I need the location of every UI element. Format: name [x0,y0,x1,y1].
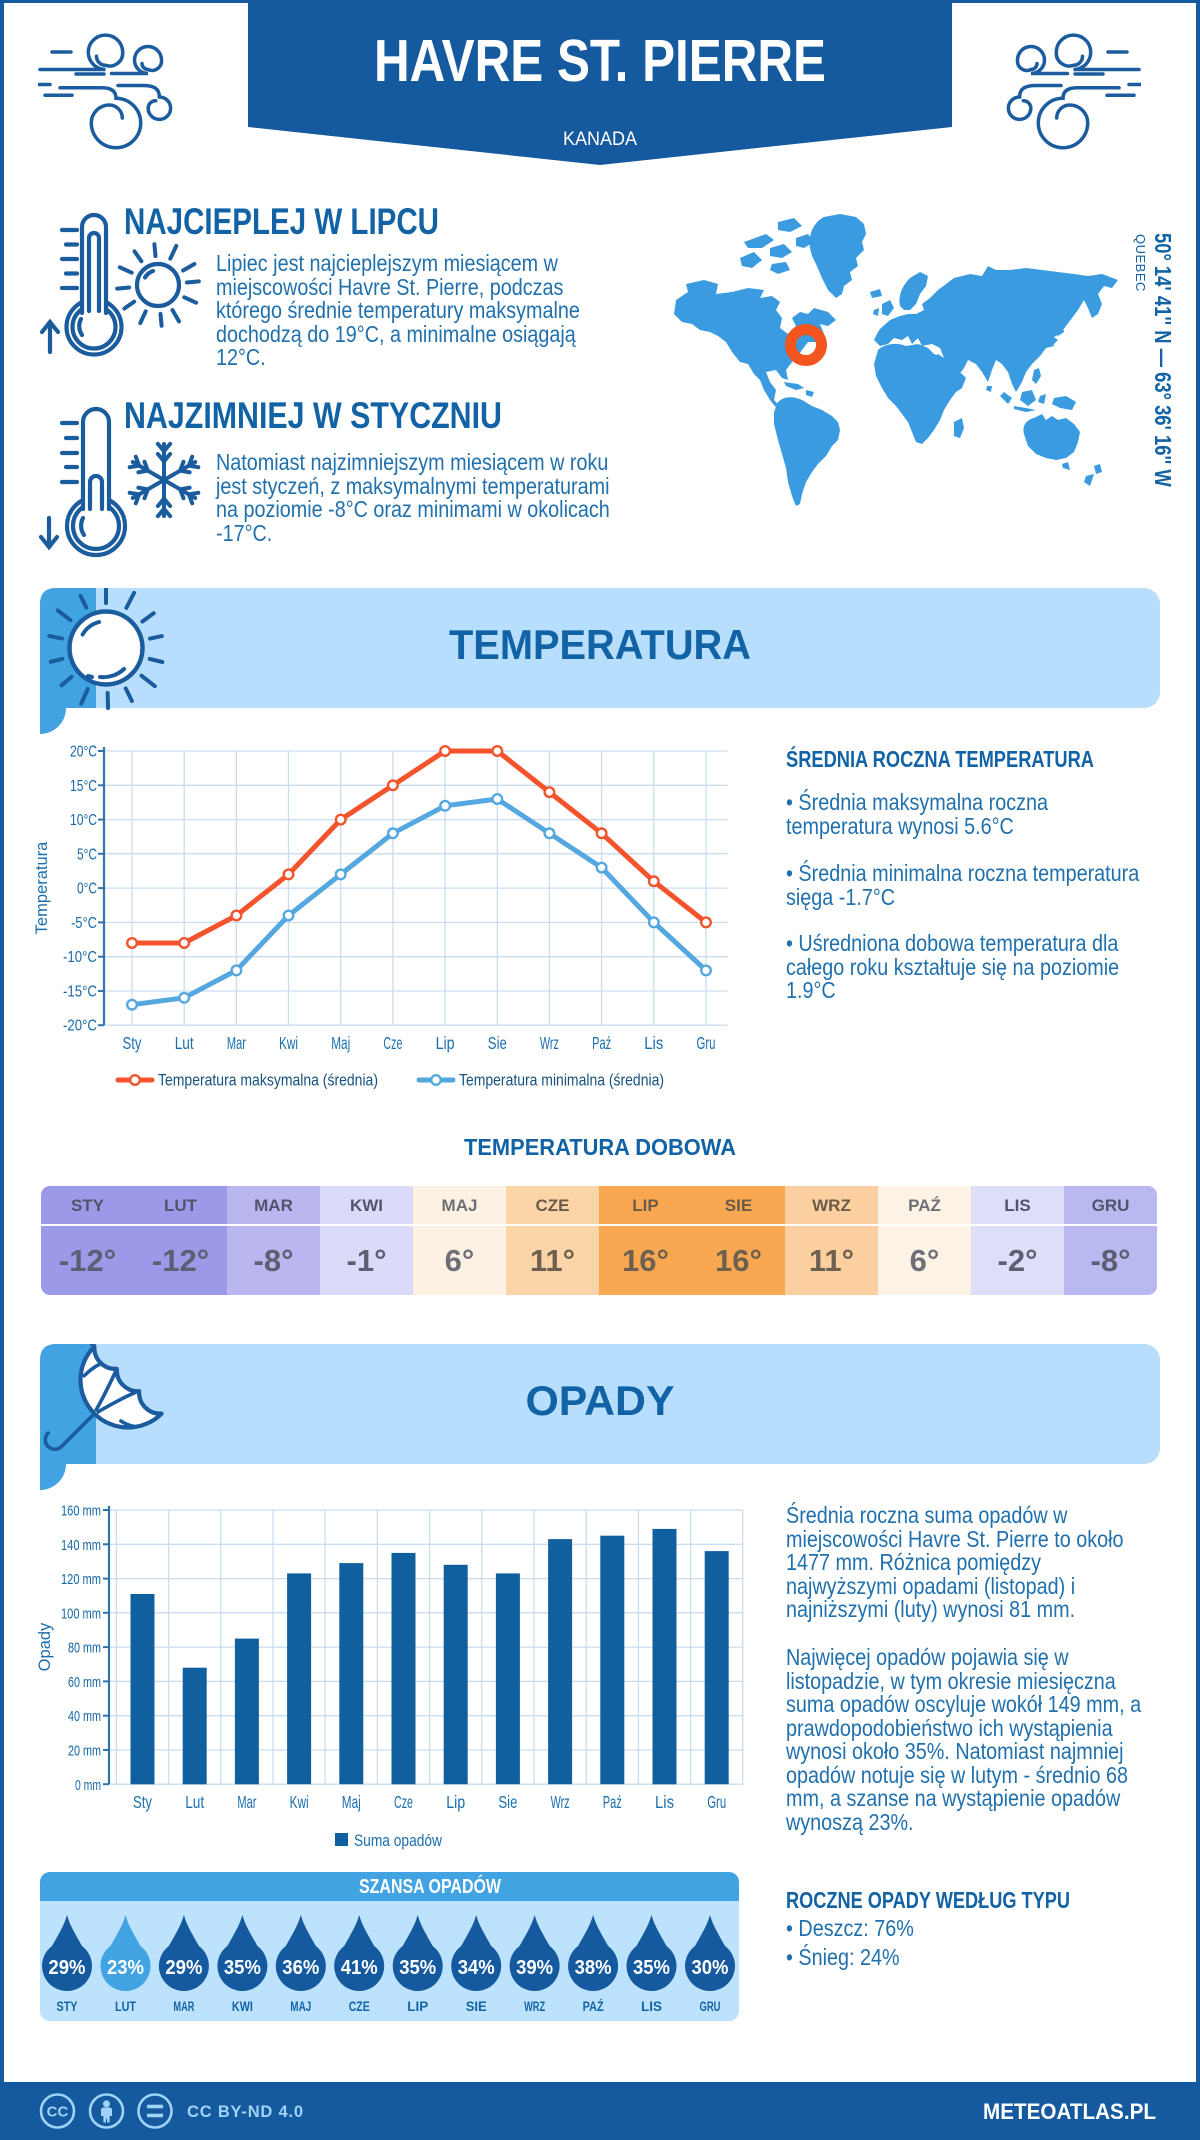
svg-text:29%: 29% [165,1957,202,1979]
svg-text:160 mm: 160 mm [61,1503,101,1520]
svg-text:29%: 29% [49,1957,86,1979]
svg-text:120 mm: 120 mm [61,1571,101,1588]
svg-text:PAŹ: PAŹ [583,1999,604,2014]
svg-text:LIP: LIP [407,1999,428,2014]
svg-text:41%: 41% [341,1957,378,1979]
svg-text:100 mm: 100 mm [61,1605,101,1622]
svg-text:5°C: 5°C [77,846,97,863]
svg-text:MAJ: MAJ [290,1999,311,2014]
svg-text:Opady: Opady [36,1622,54,1671]
svg-text:TEMPERATURA DOBOWA: TEMPERATURA DOBOWA [464,1134,736,1160]
svg-text:OPADY: OPADY [526,1377,675,1424]
svg-text:30%: 30% [692,1957,729,1979]
svg-text:Lip: Lip [436,1033,455,1053]
svg-text:80 mm: 80 mm [68,1640,101,1657]
svg-text:Mar: Mar [237,1792,256,1812]
svg-text:0 mm: 0 mm [75,1777,101,1794]
svg-text:Lip: Lip [446,1792,465,1812]
svg-text:NAJCIEPLEJ W LIPCU: NAJCIEPLEJ W LIPCU [124,201,439,242]
svg-text:Lis: Lis [655,1792,674,1812]
svg-text:Sty: Sty [133,1792,152,1812]
svg-text:Wrz: Wrz [540,1033,559,1053]
svg-text:CC BY-ND 4.0: CC BY-ND 4.0 [187,2103,304,2121]
svg-text:KANADA: KANADA [563,128,637,150]
svg-text:36%: 36% [282,1957,319,1979]
svg-text:35%: 35% [399,1957,436,1979]
svg-text:Kwi: Kwi [290,1792,309,1812]
svg-text:ŚREDNIA ROCZNA TEMPERATURA: ŚREDNIA ROCZNA TEMPERATURA [786,745,1094,772]
svg-text:Maj: Maj [342,1792,361,1812]
svg-text:-15°C: -15°C [63,984,97,1001]
svg-text:Sty: Sty [123,1033,142,1053]
svg-text:40 mm: 40 mm [68,1708,101,1725]
svg-text:ROCZNE OPADY WEDŁUG TYPU: ROCZNE OPADY WEDŁUG TYPU [786,1887,1070,1913]
svg-text:15°C: 15°C [70,778,97,795]
svg-text:-20°C: -20°C [63,1018,97,1035]
svg-text:Sie: Sie [488,1033,507,1053]
svg-text:Lut: Lut [185,1792,204,1812]
svg-text:HAVRE ST. PIERRE: HAVRE ST. PIERRE [374,28,826,94]
svg-text:SIE: SIE [466,1999,487,2014]
svg-text:38%: 38% [575,1957,612,1979]
svg-text:Paź: Paź [592,1033,611,1053]
svg-text:Sie: Sie [498,1792,517,1812]
svg-text:Cze: Cze [383,1033,402,1053]
svg-text:-5°C: -5°C [71,915,97,932]
svg-text:SZANSA OPADÓW: SZANSA OPADÓW [359,1874,501,1898]
svg-text:0°C: 0°C [77,881,97,898]
svg-text:Lut: Lut [175,1033,194,1053]
svg-text:TEMPERATURA: TEMPERATURA [449,621,751,668]
svg-text:34%: 34% [458,1957,495,1979]
svg-text:35%: 35% [633,1957,670,1979]
svg-text:10°C: 10°C [70,812,97,829]
svg-text:Maj: Maj [331,1033,350,1053]
svg-text:WRZ: WRZ [524,1999,545,2014]
svg-text:Kwi: Kwi [279,1033,298,1053]
svg-text:35%: 35% [224,1957,261,1979]
svg-text:Wrz: Wrz [551,1792,570,1812]
svg-text:GRU: GRU [700,1999,721,2014]
svg-text:KWI: KWI [232,1999,253,2014]
svg-text:20 mm: 20 mm [68,1743,101,1760]
svg-text:23%: 23% [107,1957,144,1979]
svg-text:NAJZIMNIEJ W STYCZNIU: NAJZIMNIEJ W STYCZNIU [124,395,502,436]
svg-text:20°C: 20°C [70,744,97,761]
svg-text:LUT: LUT [115,1999,137,2014]
svg-text:MAR: MAR [173,1999,194,2014]
svg-text:Temperatura maksymalna (średni: Temperatura maksymalna (średnia) [158,1072,378,1090]
svg-text:Mar: Mar [227,1033,246,1053]
svg-text:Gru: Gru [697,1033,716,1053]
svg-text:METEOATLAS.PL: METEOATLAS.PL [983,2099,1156,2124]
svg-text:Suma opadów: Suma opadów [354,1832,442,1850]
svg-text:-10°C: -10°C [63,949,97,966]
svg-text:Cze: Cze [394,1792,413,1812]
svg-text:140 mm: 140 mm [61,1537,101,1554]
svg-text:STY: STY [57,1999,78,2014]
svg-text:Paź: Paź [603,1792,622,1812]
svg-text:60 mm: 60 mm [68,1674,101,1691]
svg-text:LIS: LIS [641,1999,662,2014]
svg-text:Lis: Lis [644,1033,663,1053]
svg-text:Gru: Gru [707,1792,726,1812]
svg-text:Temperatura minimalna (średnia: Temperatura minimalna (średnia) [459,1072,664,1090]
svg-text:Temperatura: Temperatura [33,841,51,934]
svg-text:39%: 39% [516,1957,553,1979]
svg-text:CC: CC [47,2104,69,2121]
svg-text:CZE: CZE [349,1999,370,2014]
